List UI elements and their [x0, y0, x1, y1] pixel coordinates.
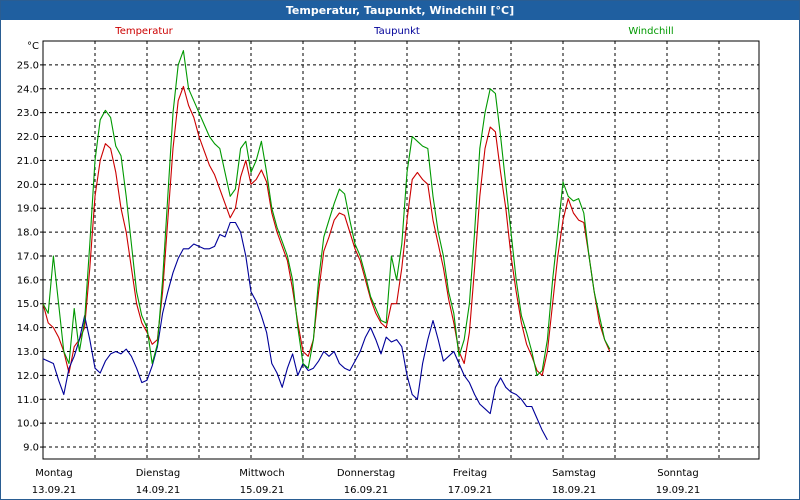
- y-tick-label: 23.0: [17, 108, 39, 119]
- x-date-label: 17.09.21: [448, 485, 493, 496]
- series-line-taupunkt: [42, 221, 548, 441]
- x-date-label: 14.09.21: [136, 485, 181, 496]
- x-axis: Montag 13.09.21 Dienstag 14.09.21 Mittwoch 15…: [32, 468, 701, 496]
- x-date-label: 16.09.21: [344, 485, 389, 496]
- x-date-label: 15.09.21: [240, 485, 285, 496]
- series-line-temperatur: [42, 85, 611, 376]
- series-lines: [42, 50, 611, 441]
- x-day-label: Mittwoch: [239, 468, 284, 479]
- x-date-label: 13.09.21: [32, 485, 77, 496]
- y-tick-label: 24.0: [17, 84, 39, 95]
- y-tick-label: 10.0: [17, 419, 39, 430]
- x-date-label: 18.09.21: [552, 485, 597, 496]
- grid: [43, 41, 759, 459]
- chart-title: Temperatur, Taupunkt, Windchill [°C]: [1, 1, 799, 20]
- y-tick-label: 19.0: [17, 204, 39, 215]
- legend: Temperatur Taupunkt Windchill: [114, 26, 673, 37]
- y-tick-label: 11.0: [17, 395, 39, 406]
- series-line-windchill: [42, 50, 611, 376]
- x-day-label: Donnerstag: [337, 468, 395, 479]
- y-tick-label: 21.0: [17, 156, 39, 167]
- y-axis: 9.0 10.0 11.0 12.0 13.0 14.0 15.0 16.0 17.0 18.0 1…: [17, 41, 43, 454]
- y-tick-label: 15.0: [17, 299, 39, 310]
- y-tick-label: 16.0: [17, 275, 39, 286]
- legend-temperatur: Temperatur: [114, 26, 173, 37]
- x-day-label: Dienstag: [136, 468, 181, 479]
- y-tick-label: 18.0: [17, 228, 39, 239]
- y-tick-label: 9.0: [23, 443, 39, 454]
- y-tick-label: 25.0: [17, 60, 39, 71]
- y-tick-label: 14.0: [17, 323, 39, 334]
- x-day-label: Samstag: [552, 468, 596, 479]
- y-axis-label: °C: [27, 41, 39, 52]
- y-tick-label: 12.0: [17, 371, 39, 382]
- x-day-label: Freitag: [453, 468, 487, 479]
- x-date-label: 19.09.21: [656, 485, 701, 496]
- plot-area: [42, 40, 760, 460]
- legend-taupunkt: Taupunkt: [373, 26, 420, 37]
- x-day-label: Sonntag: [657, 468, 699, 479]
- plot-border: [42, 40, 760, 460]
- y-tick-label: 20.0: [17, 180, 39, 191]
- x-day-label: Montag: [35, 468, 72, 479]
- y-tick-label: 22.0: [17, 132, 39, 143]
- legend-windchill: Windchill: [628, 26, 673, 37]
- y-tick-label: 17.0: [17, 251, 39, 262]
- y-tick-label: 13.0: [17, 347, 39, 358]
